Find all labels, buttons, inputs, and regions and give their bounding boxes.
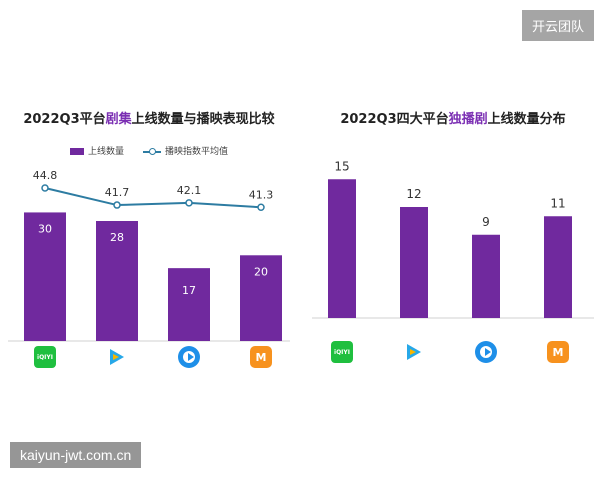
chart-title-episodes: 2022Q3平台剧集上线数量与播映表现比较 [8,108,290,127]
line-index-point-2 [185,199,193,207]
chart-exclusive-svg: 15 12 9 11 [312,159,594,319]
bar-exclusive-2 [472,234,500,318]
chart-panel-episodes: 2022Q3平台剧集上线数量与播映表现比较 上线数量 播映指数平均值 30 28 1… [8,96,290,386]
line-index-point-1 [113,201,121,209]
tencent-video-logo-icon [403,341,425,363]
bar-count-1 [96,221,138,341]
line-index-label-0: 44.8 [33,169,58,182]
bar-count-label-1: 28 [110,231,124,244]
legend-label-count: 上线数量 [88,147,125,157]
line-index-point-3 [257,203,265,211]
youku-logo-icon [475,341,497,363]
chart-title-episodes-prefix: 2022Q3平台 [23,112,106,127]
iqiyi-logo-icon: iQIYI [34,346,56,368]
chart-title-exclusive-highlight: 独播剧 [448,112,488,127]
bar-exclusive-label-3: 11 [550,196,565,210]
bar-count-label-3: 20 [254,265,268,278]
bar-exclusive-3 [544,216,572,318]
mgtv-logo-icon: M [547,341,569,363]
bar-exclusive-0 [328,179,356,318]
chart-title-exclusive-prefix: 2022Q3四大平台 [340,112,449,127]
legend-item-index: 播映指数平均值 [142,144,228,157]
site-watermark: kaiyun-jwt.com.cn [10,442,142,468]
legend-item-count: 上线数量 [70,144,124,157]
line-index-label-3: 41.3 [249,188,274,201]
legend-swatch-bar [70,148,85,155]
youku-logo-icon [178,346,200,368]
line-index-label-1: 41.7 [105,186,130,199]
chart-title-episodes-suffix: 上线数量与播映表现比较 [131,112,275,127]
chart-title-episodes-highlight: 剧集 [105,112,132,127]
bar-count-label-0: 30 [38,222,52,235]
tencent-video-logo-icon [106,346,128,368]
bar-count-3 [240,255,282,341]
team-badge: 开云团队 [521,10,594,41]
chart-title-exclusive: 2022Q3四大平台独播剧上线数量分布 [312,108,594,127]
chart-title-exclusive-suffix: 上线数量分布 [487,112,566,127]
bar-count-2 [168,268,210,341]
bar-exclusive-label-2: 9 [482,215,490,229]
mgtv-logo-icon: M [250,346,272,368]
chart-episodes-svg: 30 28 17 20 44.8 41.7 42.1 41.3 [8,169,290,342]
line-index-label-2: 42.1 [177,184,202,197]
bar-exclusive-1 [400,207,428,318]
iqiyi-logo-icon: iQIYI [331,341,353,363]
legend-swatch-line [142,148,161,155]
chart-panel-exclusive: 2022Q3四大平台独播剧上线数量分布 15 12 9 11 iQIYI M [312,96,594,386]
line-index-series [44,187,262,209]
bar-count-0 [24,212,66,341]
bar-count-label-2: 17 [182,284,196,297]
bar-exclusive-label-1: 12 [406,187,421,201]
line-index-point-0 [41,184,49,192]
chart-legend: 上线数量 播映指数平均值 [8,144,290,157]
bar-exclusive-label-0: 15 [334,159,349,173]
legend-label-index: 播映指数平均值 [164,147,228,157]
